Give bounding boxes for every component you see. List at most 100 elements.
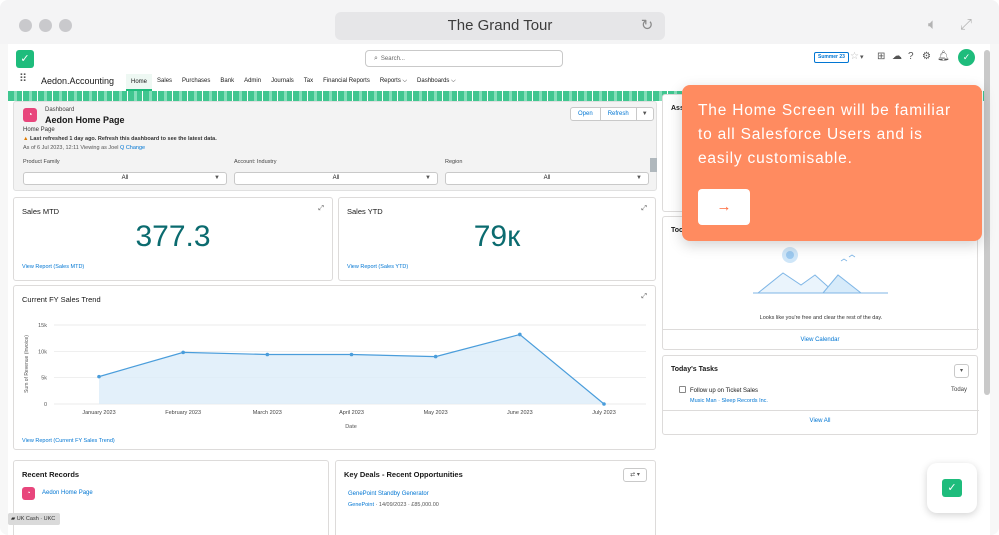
task-item[interactable]: Follow up on Ticket Sales: [679, 386, 758, 394]
x-tick-label: July 2023: [592, 410, 616, 416]
nav-item[interactable]: Bank: [220, 78, 235, 84]
assistant-title: Ass: [671, 105, 684, 112]
data-point: [97, 374, 101, 379]
nav-item[interactable]: Journals: [271, 78, 294, 84]
search-input[interactable]: ⌕ Search...: [365, 50, 563, 67]
view-all-tasks-link[interactable]: View All: [809, 418, 831, 424]
app-launcher-icon[interactable]: ⠿: [19, 73, 27, 85]
nav-item[interactable]: Dashboards ⌵: [417, 78, 456, 84]
x-tick-label: January 2023: [82, 410, 115, 416]
nav-item[interactable]: Home: [126, 74, 153, 91]
release-badge[interactable]: Summer 23: [814, 52, 849, 63]
sales-mtd-report-link[interactable]: View Report (Sales MTD): [22, 264, 85, 270]
global-actions-icon[interactable]: ⊞: [877, 51, 886, 62]
window-close-dot[interactable]: [19, 19, 32, 32]
x-tick-label: February 2023: [165, 410, 201, 416]
sales-trend-report-link[interactable]: View Report (Current FY Sales Trend): [22, 438, 115, 444]
favorites-star-icon[interactable]: ☆: [850, 51, 859, 62]
filter-product-family[interactable]: All ▼: [23, 172, 227, 185]
panel-collapse-handle[interactable]: [650, 158, 657, 172]
filter-industry[interactable]: All ▼: [234, 172, 438, 185]
task-checkbox[interactable]: [679, 386, 686, 393]
expand-icon[interactable]: ⤢: [960, 16, 973, 33]
setup-gear-icon[interactable]: ⚙: [922, 51, 931, 62]
task-who-link[interactable]: Music Man: [690, 398, 717, 404]
sales-ytd-card: Sales YTD ⤢ 79к View Report (Sales YTD): [338, 197, 656, 281]
events-title: Too: [671, 227, 684, 234]
data-point: [602, 402, 606, 406]
task-what-link[interactable]: Sleep Records Inc.: [721, 398, 768, 404]
more-actions-chevron-icon[interactable]: ▼: [641, 111, 648, 117]
open-button[interactable]: Open: [571, 108, 601, 120]
dashboard-title: Aedon Home Page: [45, 115, 125, 125]
sales-ytd-report-link[interactable]: View Report (Sales YTD): [347, 264, 409, 270]
nav-item[interactable]: Admin: [244, 78, 262, 84]
dashboard-type-label: Dashboard: [45, 107, 75, 113]
data-point: [518, 332, 522, 337]
deals-filter-icon[interactable]: ⇄ ▾: [623, 468, 647, 482]
birds-shape: [840, 254, 856, 262]
y-tick-label: 0: [44, 402, 47, 408]
reload-icon[interactable]: ↻: [640, 17, 654, 34]
nav-item[interactable]: Sales: [157, 78, 173, 84]
filter-region[interactable]: All ▼: [445, 172, 649, 185]
recent-record-link[interactable]: Aedon Home Page: [42, 490, 93, 496]
y-tick-label: 5k: [41, 376, 47, 382]
nav-item[interactable]: Tax: [303, 78, 314, 84]
nav-item[interactable]: Reports ⌵: [379, 78, 408, 84]
global-header: ✓ ⌕ Search... Summer 23 ☆ ▾ ⊞ ☁ ? ⚙ 🔔︎ ✓: [8, 44, 990, 74]
sales-mtd-card: Sales MTD ⤢ 377.3 View Report (Sales MTD…: [13, 197, 333, 281]
tent-shape: [821, 274, 863, 294]
task-related: Music Man · Sleep Records Inc.: [690, 398, 768, 404]
nav-items: Home Sales Purchases Bank Admin Journals Tax Fi…: [126, 74, 461, 91]
x-tick-label: May 2023: [424, 410, 448, 416]
view-calendar-link[interactable]: View Calendar: [800, 337, 840, 343]
browser-title: The Grand Tour: [447, 17, 553, 34]
expand-icon[interactable]: ⤢: [641, 205, 647, 212]
filter-label-product-family: Product Family: [23, 159, 60, 165]
sales-mtd-value: 377.3: [135, 220, 211, 253]
data-point: [349, 352, 354, 357]
chevron-down-icon: ▼: [214, 175, 220, 181]
card-title: Key Deals - Recent Opportunities: [344, 470, 463, 479]
dashboard-subtitle: Home Page: [23, 127, 55, 133]
as-of-text: As of 6 Jul 2023, 12:11 Viewing as Joel …: [23, 145, 145, 151]
utility-bar-item[interactable]: ▰ UK Cash · UKC: [8, 513, 61, 525]
tour-launcher-button[interactable]: ✓: [927, 463, 977, 513]
expand-icon[interactable]: ⤢: [641, 293, 647, 300]
refresh-warning: ▲ Last refreshed 1 day ago. Refresh this…: [23, 136, 217, 142]
expand-icon[interactable]: ⤢: [318, 205, 324, 212]
address-bar[interactable]: The Grand Tour ↻: [335, 12, 665, 40]
folder-icon: ▰: [11, 516, 16, 522]
filter-label-industry: Account: Industry: [234, 159, 277, 165]
todays-tasks-card: Today's Tasks ▾ Follow up on Ticket Sale…: [662, 355, 979, 435]
help-icon[interactable]: ?: [908, 51, 914, 62]
nav-item[interactable]: Financial Reports: [323, 78, 370, 84]
window-minimize-dot[interactable]: [39, 19, 52, 32]
notifications-bell-icon[interactable]: 🔔︎: [937, 51, 950, 62]
change-viewer-link[interactable]: Q Change: [120, 145, 146, 151]
tasks-menu-chevron-icon[interactable]: ▾: [954, 364, 969, 378]
filter-value: All: [332, 175, 340, 181]
favorites-dropdown-icon[interactable]: ▾: [860, 54, 864, 61]
dashboard-icon: ◔: [23, 108, 37, 122]
tour-next-button[interactable]: →: [698, 189, 750, 225]
refresh-button[interactable]: Refresh: [601, 108, 637, 120]
mountain-shape: [757, 272, 836, 294]
opportunity-link[interactable]: GenePoint Standby Generator: [348, 491, 429, 497]
guidance-center-icon[interactable]: ☁: [892, 51, 902, 62]
refresh-warning-text: Last refreshed 1 day ago. Refresh this d…: [29, 136, 217, 142]
task-subject: Follow up on Ticket Sales: [690, 388, 759, 394]
nav-item[interactable]: Purchases: [182, 78, 211, 84]
speaker-icon[interactable]: 🔈︎: [928, 16, 938, 33]
opportunity-account-link[interactable]: GenePoint: [348, 502, 374, 508]
browser-toolbar: The Grand Tour ↻ 🔈︎ ⤢: [0, 0, 999, 44]
tasks-title: Today's Tasks: [671, 366, 718, 373]
tooltip-text: The Home Screen will be familiar to all …: [698, 102, 952, 167]
window-zoom-dot[interactable]: [59, 19, 72, 32]
app-logo-icon[interactable]: ✓: [16, 50, 34, 68]
y-axis-label: Sum of Revenue (Invoice): [24, 335, 30, 393]
filter-value: All: [543, 175, 551, 181]
page-scrollbar[interactable]: [984, 50, 990, 395]
user-avatar[interactable]: ✓: [958, 49, 975, 66]
